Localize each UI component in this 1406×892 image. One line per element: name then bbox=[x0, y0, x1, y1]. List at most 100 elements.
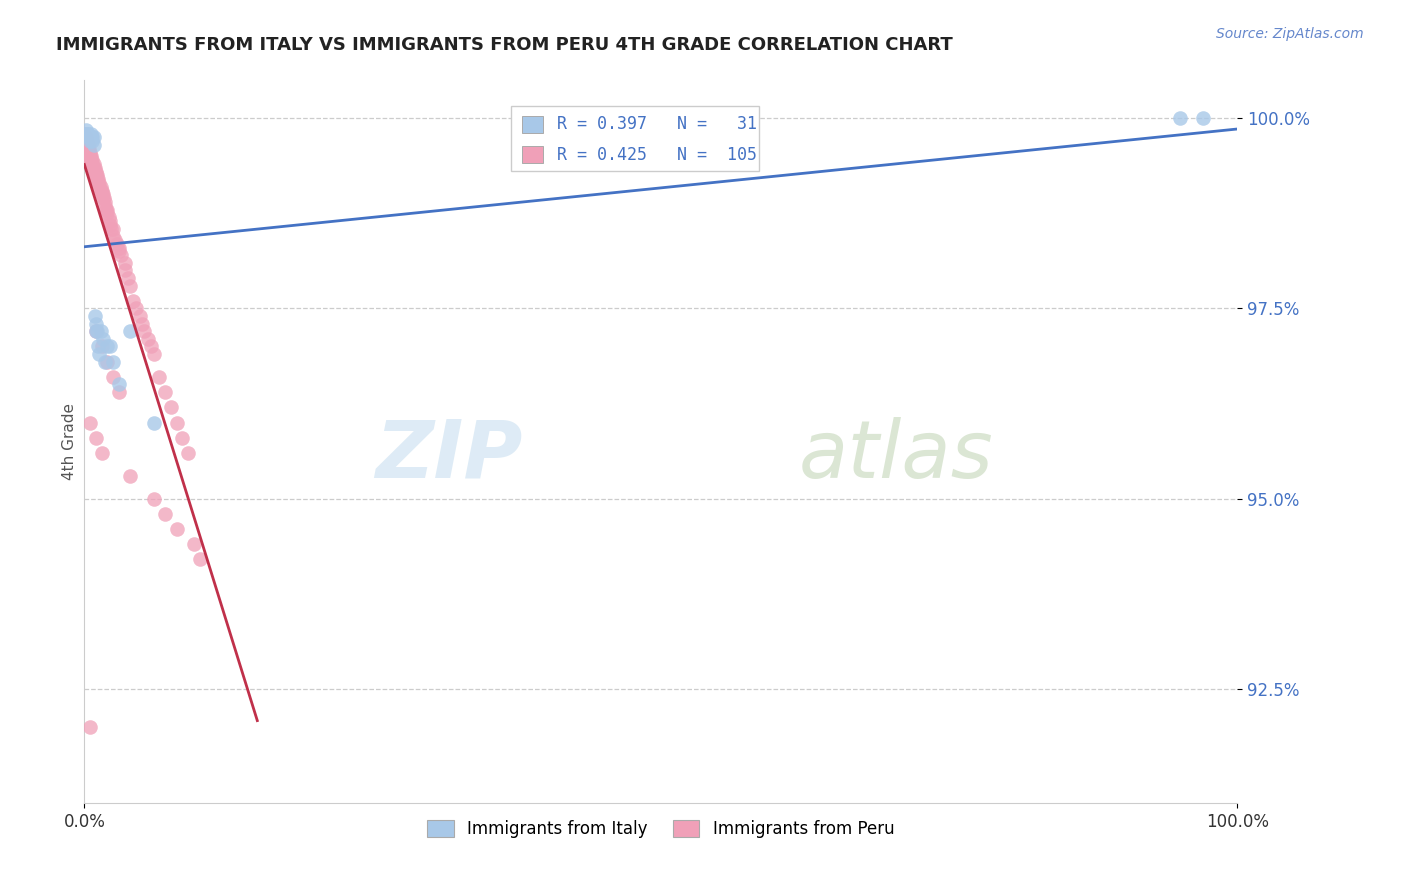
Point bbox=[114, 263, 136, 277]
Point bbox=[136, 332, 159, 346]
Point bbox=[76, 145, 98, 160]
Point bbox=[1191, 112, 1213, 126]
Point bbox=[114, 256, 136, 270]
Point bbox=[90, 187, 112, 202]
Point bbox=[76, 149, 98, 163]
Point bbox=[84, 164, 107, 178]
Point bbox=[142, 416, 165, 430]
Point bbox=[84, 324, 107, 338]
Point bbox=[75, 134, 97, 148]
Point bbox=[120, 278, 142, 293]
Point bbox=[141, 339, 163, 353]
Point bbox=[117, 271, 139, 285]
Point bbox=[131, 317, 153, 331]
Point bbox=[93, 191, 115, 205]
Point bbox=[77, 153, 100, 168]
Point bbox=[91, 187, 114, 202]
Point bbox=[86, 172, 108, 186]
Text: Source: ZipAtlas.com: Source: ZipAtlas.com bbox=[1216, 27, 1364, 41]
Point bbox=[82, 157, 104, 171]
Point bbox=[91, 191, 114, 205]
Point bbox=[121, 293, 143, 308]
Point bbox=[91, 332, 114, 346]
Point bbox=[96, 206, 118, 220]
Point bbox=[75, 130, 97, 145]
Legend: Immigrants from Italy, Immigrants from Peru: Immigrants from Italy, Immigrants from P… bbox=[420, 814, 901, 845]
Point bbox=[89, 324, 111, 338]
Point bbox=[76, 142, 98, 156]
Point bbox=[73, 142, 96, 156]
Point bbox=[79, 416, 101, 430]
Point bbox=[103, 229, 124, 244]
Point bbox=[87, 339, 110, 353]
Point bbox=[87, 172, 110, 186]
Point bbox=[120, 324, 142, 338]
Point bbox=[108, 244, 131, 259]
Point bbox=[148, 370, 170, 384]
Point bbox=[105, 236, 128, 251]
Point bbox=[84, 431, 107, 445]
Point bbox=[79, 149, 101, 163]
Point bbox=[110, 248, 132, 262]
Point bbox=[84, 324, 107, 338]
Point bbox=[75, 122, 97, 136]
Point bbox=[183, 537, 205, 551]
Point bbox=[79, 145, 101, 160]
Point bbox=[172, 431, 194, 445]
Point bbox=[75, 127, 97, 141]
Point bbox=[80, 149, 103, 163]
Point bbox=[103, 370, 124, 384]
Point bbox=[79, 153, 101, 168]
Point bbox=[79, 134, 101, 148]
Point bbox=[97, 210, 120, 224]
Text: atlas: atlas bbox=[799, 417, 994, 495]
Point bbox=[108, 241, 131, 255]
Point bbox=[84, 317, 107, 331]
Point bbox=[73, 127, 96, 141]
Point bbox=[108, 377, 131, 392]
FancyBboxPatch shape bbox=[523, 116, 543, 133]
Text: ZIP: ZIP bbox=[375, 417, 523, 495]
Point bbox=[96, 354, 118, 368]
Point bbox=[90, 339, 112, 353]
Point bbox=[98, 218, 121, 232]
Point bbox=[90, 446, 112, 460]
FancyBboxPatch shape bbox=[510, 105, 759, 170]
Point bbox=[75, 149, 97, 163]
Point bbox=[75, 137, 97, 152]
Point bbox=[83, 161, 105, 175]
Point bbox=[82, 161, 104, 175]
Point bbox=[86, 324, 108, 338]
Point bbox=[75, 142, 97, 156]
Point bbox=[80, 153, 103, 168]
Point bbox=[153, 385, 176, 400]
Point bbox=[89, 184, 111, 198]
Point bbox=[73, 130, 96, 145]
Point bbox=[96, 339, 118, 353]
Point bbox=[83, 164, 105, 178]
Point bbox=[142, 347, 165, 361]
Point bbox=[82, 153, 104, 168]
Point bbox=[80, 127, 103, 141]
Point bbox=[77, 149, 100, 163]
Point bbox=[87, 176, 110, 190]
Point bbox=[94, 354, 117, 368]
Point bbox=[79, 130, 101, 145]
Point bbox=[177, 446, 200, 460]
Point bbox=[83, 164, 105, 178]
Point bbox=[103, 354, 124, 368]
Point bbox=[89, 347, 111, 361]
Point bbox=[76, 130, 98, 145]
Point bbox=[83, 130, 105, 145]
Point bbox=[76, 134, 98, 148]
Point bbox=[84, 172, 107, 186]
Point bbox=[75, 145, 97, 160]
Point bbox=[73, 134, 96, 148]
Point bbox=[89, 176, 111, 190]
Point bbox=[188, 552, 211, 566]
Point bbox=[96, 202, 118, 217]
Point bbox=[77, 145, 100, 160]
Point bbox=[166, 522, 188, 536]
Point bbox=[82, 134, 104, 148]
Point bbox=[104, 233, 127, 247]
